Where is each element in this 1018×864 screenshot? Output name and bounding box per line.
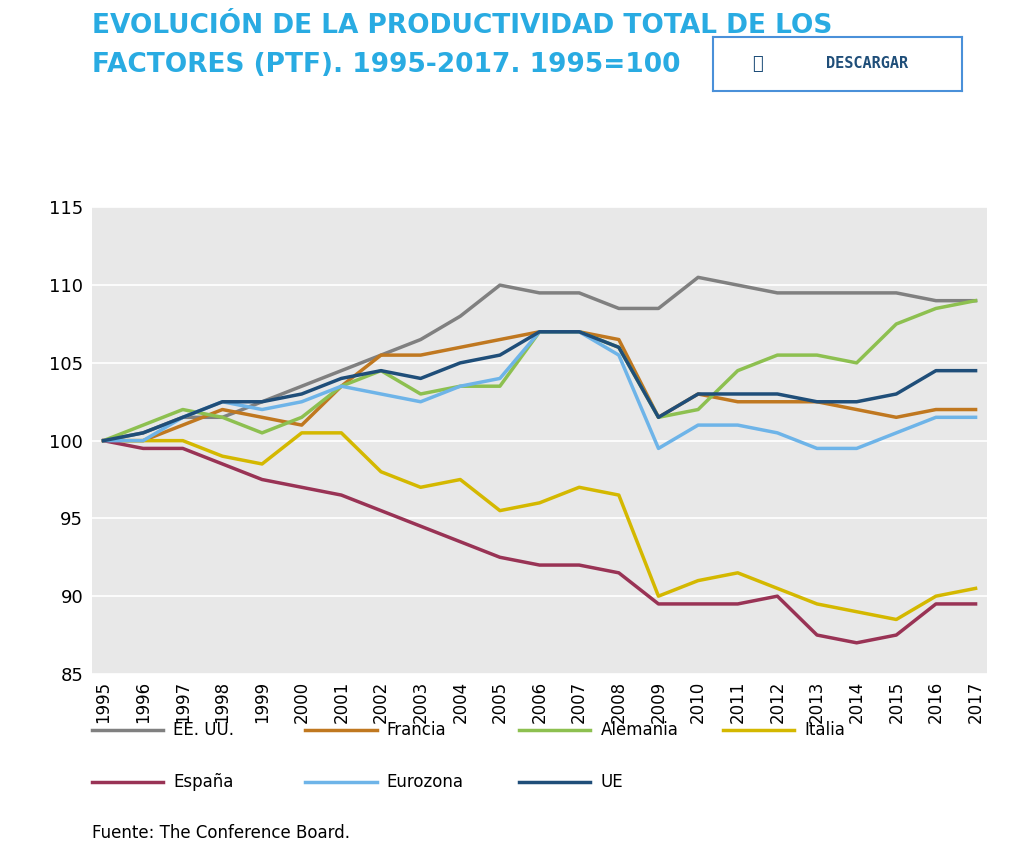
Text: DESCARGAR: DESCARGAR [827,56,908,72]
Text: España: España [173,773,233,791]
Text: EE. UU.: EE. UU. [173,721,234,739]
Text: ⯋: ⯋ [752,55,762,73]
Text: Italia: Italia [804,721,845,739]
Text: Eurozona: Eurozona [387,773,464,791]
Text: UE: UE [601,773,623,791]
Text: EVOLUCIÓN DE LA PRODUCTIVIDAD TOTAL DE LOS: EVOLUCIÓN DE LA PRODUCTIVIDAD TOTAL DE L… [92,13,832,39]
Text: Fuente: The Conference Board.: Fuente: The Conference Board. [92,824,349,842]
Text: FACTORES (PTF). 1995-2017. 1995=100: FACTORES (PTF). 1995-2017. 1995=100 [92,52,680,78]
Text: Alemania: Alemania [601,721,678,739]
Text: Francia: Francia [387,721,447,739]
